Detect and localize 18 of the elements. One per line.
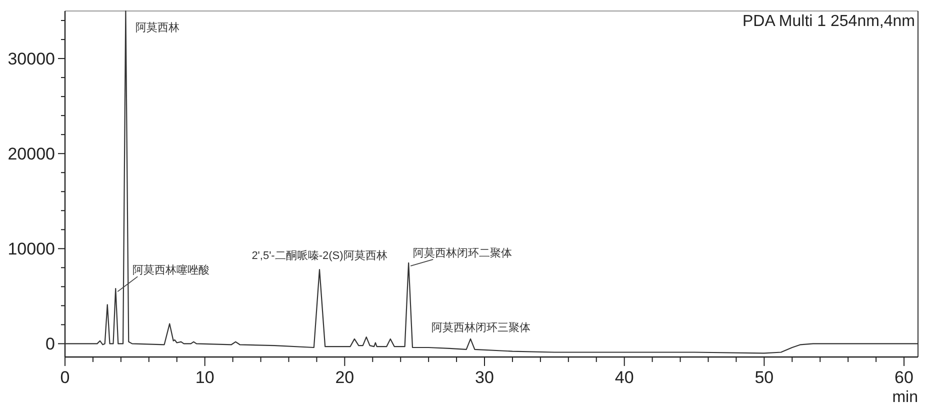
y-tick-label: 20000 — [8, 144, 55, 164]
annotation: 阿莫西林闭环三聚体 — [432, 322, 531, 334]
annotation: 阿莫西林 — [136, 22, 180, 34]
annotation: 阿莫西林闭环二聚体 — [413, 247, 512, 260]
x-tick-label: 0 — [60, 368, 70, 387]
x-tick-label: 40 — [614, 368, 634, 387]
y-tick-label: 0 — [46, 334, 55, 354]
y-tick-label: 30000 — [8, 50, 55, 69]
xlabel: min — [892, 389, 918, 406]
annotation: 阿莫西林噻唑酸 — [132, 264, 210, 277]
x-tick-label: 50 — [754, 368, 774, 387]
x-tick-label: 60 — [894, 368, 914, 387]
title: PDA Multi 1 254nm,4nm — [742, 13, 915, 30]
annotation: 2',5'-二酮哌嗪-2(S)阿莫西林 — [252, 250, 388, 262]
x-tick-label: 10 — [195, 368, 214, 387]
y-tick-label: 10000 — [8, 240, 55, 259]
x-tick-label: 20 — [335, 368, 354, 387]
x-tick-label: 30 — [475, 368, 494, 387]
